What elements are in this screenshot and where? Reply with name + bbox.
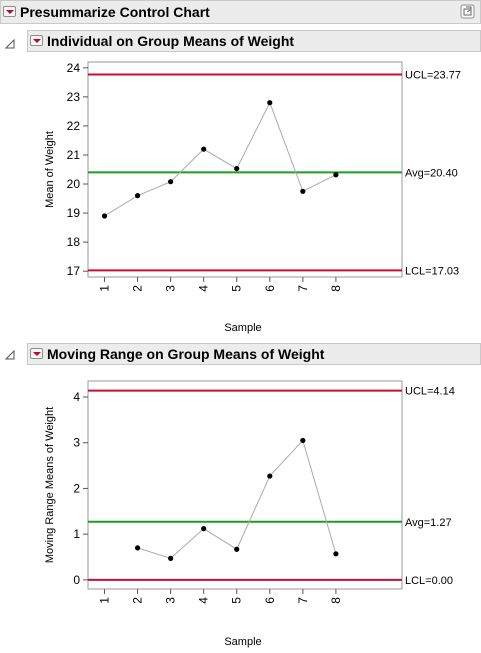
chart1-title: Individual on Group Means of Weight	[47, 33, 295, 49]
disclosure-icon[interactable]	[0, 0, 481, 370]
disclosure-icon[interactable]	[0, 0, 481, 60]
pin-icon[interactable]	[0, 0, 481, 24]
plot-frame	[87, 380, 403, 590]
data-point	[300, 437, 306, 444]
chart2-title: Moving Range on Group Means of Weight	[47, 346, 325, 362]
chart1-red-triangle-menu[interactable]	[30, 35, 43, 46]
x-tick-label: 4	[197, 597, 211, 604]
lcl-label: LCL=0.00	[405, 575, 453, 587]
x-tick-label: 2	[131, 597, 145, 604]
y-axis-title: Moving Range Means of Weight	[44, 407, 56, 563]
y-tick-label: 4	[73, 390, 80, 404]
main-title: Presummarize Control Chart	[20, 4, 210, 20]
x-tick-label: 3	[164, 597, 178, 604]
data-point	[168, 555, 174, 561]
y-tick-label: 1	[73, 527, 80, 541]
chart2-red-triangle-menu[interactable]	[30, 348, 43, 359]
x-tick-label: 6	[263, 597, 277, 604]
main-red-triangle-menu[interactable]	[3, 6, 16, 17]
data-point	[333, 551, 339, 557]
y-tick-label: 0	[73, 573, 80, 587]
data-point	[134, 545, 141, 551]
x-tick-label: 5	[230, 597, 244, 604]
x-tick-label: 1	[98, 597, 112, 604]
series-line	[137, 439, 337, 559]
data-point	[234, 546, 240, 552]
ucl-label: UCL=4.14	[405, 386, 455, 398]
main-outline-bar[interactable]	[0, 0, 481, 24]
x-tick-label: 7	[296, 597, 310, 604]
data-point	[201, 526, 207, 532]
x-axis-title: Sample	[224, 636, 261, 648]
y-tick-label: 3	[73, 436, 80, 450]
y-tick-label: 2	[73, 481, 80, 495]
avg-label: Avg=1.27	[405, 517, 452, 529]
x-tick-label: 8	[329, 597, 343, 604]
data-point	[267, 473, 273, 479]
